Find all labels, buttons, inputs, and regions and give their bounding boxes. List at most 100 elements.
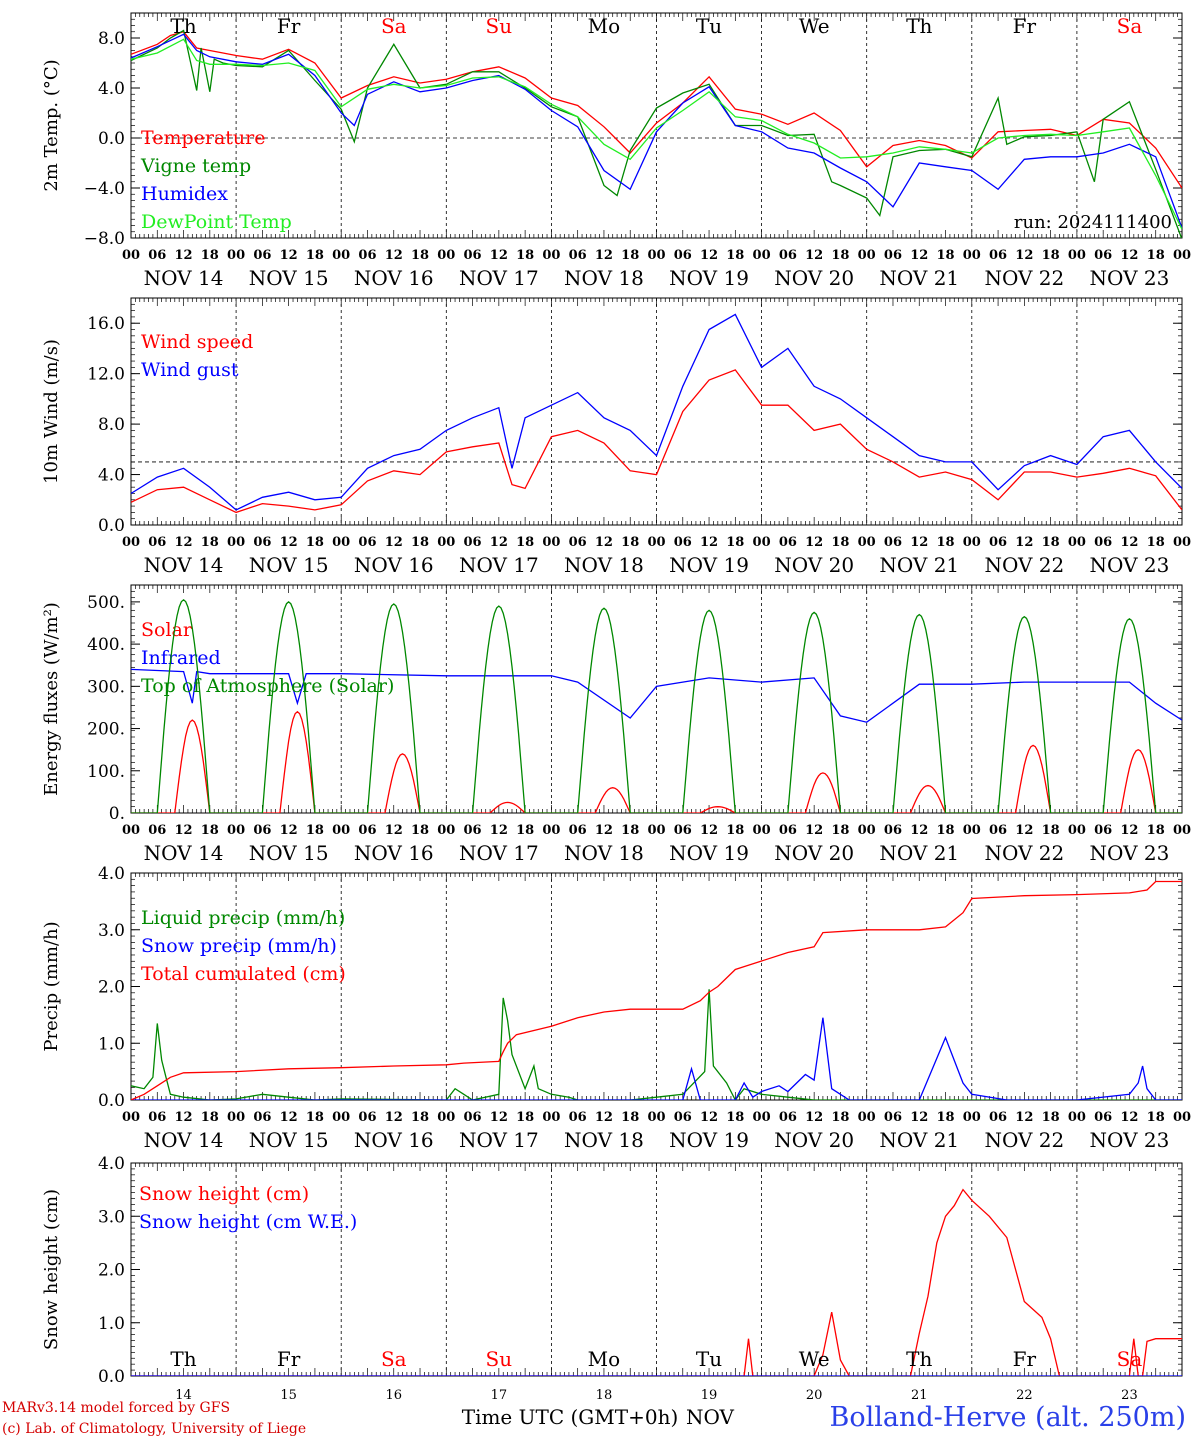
- x-hour-label: 00: [122, 823, 140, 838]
- x-day-number: 18: [596, 1388, 613, 1403]
- y-tick-label: 2.0: [98, 1261, 125, 1281]
- series-line-top-of-atmosphere-solar-: [131, 598, 1182, 813]
- y-tick-label: 1.0: [98, 1034, 125, 1054]
- y-tick-label: 2.0: [98, 978, 125, 998]
- x-date-label: NOV 22: [984, 553, 1064, 577]
- x-hour-label: 06: [253, 535, 271, 550]
- weekday-label: Tu: [696, 14, 722, 38]
- y-axis-label: Precip (mm/h): [41, 921, 62, 1051]
- x-hour-label: 12: [490, 823, 508, 838]
- x-hour-label: 06: [464, 1110, 482, 1125]
- x-hour-label: 06: [779, 1110, 797, 1125]
- weekday-label: We: [799, 1347, 830, 1371]
- x-hour-label: 12: [700, 535, 718, 550]
- legend-entry: Solar: [141, 619, 193, 641]
- y-tick-label: 400.: [87, 635, 125, 655]
- legend-entry: Wind speed: [141, 331, 253, 353]
- x-hour-label: 18: [831, 823, 849, 838]
- y-tick-label: −4.0: [84, 179, 125, 199]
- x-hour-label: 06: [569, 535, 587, 550]
- weekday-label: Sa: [381, 14, 407, 38]
- x-date-label: NOV 15: [249, 553, 329, 577]
- x-hour-label: 18: [516, 248, 534, 263]
- x-date-label: NOV 23: [1090, 1128, 1170, 1152]
- x-hour-label: 12: [1120, 823, 1138, 838]
- x-hour-label: 06: [253, 823, 271, 838]
- x-hour-label: 06: [464, 535, 482, 550]
- x-hour-label: 18: [936, 248, 954, 263]
- chart-panel-2: 0.0 4.0 8.0 12.0 16.0 10m Wind (m/s) Wind spee…: [41, 297, 1191, 577]
- x-hour-label: 06: [148, 1110, 166, 1125]
- x-hour-label: 00: [542, 248, 560, 263]
- weekday-label: Th: [170, 1347, 196, 1371]
- x-hour-label: 06: [674, 248, 692, 263]
- x-hour-label: 00: [1068, 248, 1086, 263]
- x-hour-label: 18: [936, 823, 954, 838]
- x-hour-label: 12: [700, 823, 718, 838]
- x-hour-label: 06: [569, 1110, 587, 1125]
- x-hour-label: 00: [332, 248, 350, 263]
- y-tick-label: 0.0: [98, 516, 125, 536]
- x-date-label: NOV 15: [249, 1128, 329, 1152]
- x-date-label: NOV 23: [1090, 841, 1170, 865]
- x-hour-label: 06: [674, 1110, 692, 1125]
- x-hour-label: 12: [910, 535, 928, 550]
- y-tick-label: 500.: [87, 593, 125, 613]
- x-hour-label: 00: [332, 823, 350, 838]
- x-date-label: NOV 22: [984, 841, 1064, 865]
- x-hour-label: 18: [306, 823, 324, 838]
- x-hour-label: 06: [884, 1110, 902, 1125]
- legend-entry: Temperature: [141, 127, 265, 149]
- x-hour-label: 06: [358, 248, 376, 263]
- x-hour-label: 06: [884, 248, 902, 263]
- y-tick-label: 4.0: [98, 864, 125, 884]
- series-line-vigne-temp: [131, 29, 1182, 238]
- x-date-label: NOV 20: [774, 841, 854, 865]
- x-hour-label: 00: [753, 823, 771, 838]
- y-tick-label: 100.: [87, 762, 125, 782]
- x-hour-label: 12: [175, 535, 193, 550]
- series-line-dewpoint-temp: [131, 38, 1182, 230]
- legend-entry: DewPoint Temp: [141, 211, 292, 233]
- x-hour-label: 00: [122, 1110, 140, 1125]
- x-hour-label: 06: [989, 535, 1007, 550]
- legend-entry: Humidex: [141, 183, 228, 205]
- x-hour-label: 00: [1173, 823, 1191, 838]
- x-hour-label: 00: [542, 823, 560, 838]
- plot-frame: [130, 12, 1183, 239]
- x-hour-label: 00: [963, 823, 981, 838]
- x-hour-label: 18: [936, 535, 954, 550]
- x-hour-label: 18: [411, 248, 429, 263]
- x-hour-label: 12: [595, 535, 613, 550]
- x-hour-label: 06: [779, 823, 797, 838]
- x-hour-label: 00: [858, 823, 876, 838]
- x-hour-label: 18: [1147, 535, 1165, 550]
- x-hour-label: 12: [595, 248, 613, 263]
- legend-entry: Vigne temp: [140, 155, 251, 177]
- weekday-label: Fr: [1013, 14, 1037, 38]
- x-hour-label: 18: [1042, 535, 1060, 550]
- station-name: Bolland-Herve (alt. 250m): [829, 1402, 1186, 1433]
- weekday-label: Th: [906, 1347, 932, 1371]
- y-tick-label: 3.0: [98, 921, 125, 941]
- legend-entry: Total cumulated (cm): [141, 963, 346, 985]
- x-hour-label: 00: [1068, 535, 1086, 550]
- x-hour-label: 12: [385, 823, 403, 838]
- x-hour-label: 06: [674, 823, 692, 838]
- weekday-label: We: [799, 14, 830, 38]
- x-hour-label: 18: [726, 248, 744, 263]
- x-day-number: 20: [806, 1388, 823, 1403]
- x-hour-label: 06: [148, 823, 166, 838]
- x-hour-label: 00: [858, 535, 876, 550]
- x-date-label: NOV 16: [354, 841, 434, 865]
- y-tick-label: 3.0: [98, 1207, 125, 1227]
- run-label: run: 2024111400: [1014, 212, 1172, 233]
- x-hour-label: 18: [621, 248, 639, 263]
- x-date-label: NOV 19: [669, 553, 749, 577]
- x-hour-label: 12: [805, 823, 823, 838]
- x-hour-label: 18: [621, 535, 639, 550]
- x-date-label: NOV 18: [564, 266, 644, 290]
- x-date-label: NOV 21: [879, 841, 959, 865]
- weekday-label: Su: [486, 14, 513, 38]
